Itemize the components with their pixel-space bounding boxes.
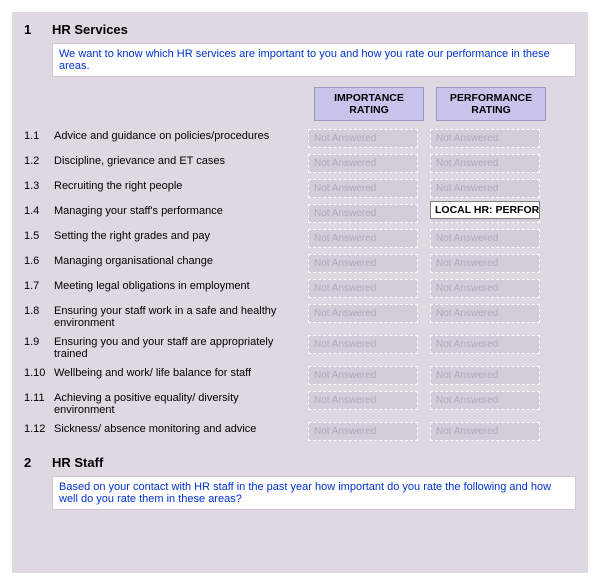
- performance-cell[interactable]: Not Answered: [430, 179, 540, 198]
- importance-header: IMPORTANCE RATING: [314, 87, 424, 121]
- performance-cell[interactable]: Not Answered: [430, 129, 540, 148]
- question-text: Meeting legal obligations in employment: [54, 279, 308, 292]
- importance-cell[interactable]: Not Answered: [308, 254, 418, 273]
- survey-page: 1 HR Services We want to know which HR s…: [12, 12, 588, 573]
- importance-value: Not Answered: [308, 279, 418, 298]
- importance-cell[interactable]: Not Answered: [308, 229, 418, 248]
- importance-value: Not Answered: [308, 154, 418, 173]
- performance-cell[interactable]: Not Answered: [430, 254, 540, 273]
- question-row: 1.11Achieving a positive equality/ diver…: [24, 391, 576, 416]
- performance-cell[interactable]: Not Answered: [430, 154, 540, 173]
- question-row: 1.12Sickness/ absence monitoring and adv…: [24, 422, 576, 441]
- performance-cell[interactable]: Not Answered: [430, 366, 540, 385]
- performance-value: Not Answered: [430, 391, 540, 410]
- section-2-header: 2 HR Staff: [24, 455, 576, 470]
- performance-cell[interactable]: Not Answered: [430, 304, 540, 323]
- question-text: Setting the right grades and pay: [54, 229, 308, 242]
- question-number: 1.9: [24, 335, 54, 348]
- performance-cell[interactable]: Not Answered: [430, 279, 540, 298]
- performance-value: Not Answered: [430, 254, 540, 273]
- section-2-title: HR Staff: [52, 455, 103, 470]
- performance-cell[interactable]: Not AnsweredLOCAL HR: PERFORMANCE: [430, 204, 540, 223]
- importance-cell[interactable]: Not Answered: [308, 279, 418, 298]
- question-number: 1.8: [24, 304, 54, 317]
- question-row: 1.9Ensuring you and your staff are appro…: [24, 335, 576, 360]
- section-1-header: 1 HR Services: [24, 22, 576, 37]
- question-text: Ensuring you and your staff are appropri…: [54, 335, 308, 360]
- question-text: Managing your staff's performance: [54, 204, 308, 217]
- performance-value: Not Answered: [430, 154, 540, 173]
- question-text: Recruiting the right people: [54, 179, 308, 192]
- section-2-number: 2: [24, 455, 52, 470]
- questions-list: 1.1Advice and guidance on policies/proce…: [24, 129, 576, 441]
- importance-cell[interactable]: Not Answered: [308, 304, 418, 323]
- question-row: 1.6Managing organisational changeNot Ans…: [24, 254, 576, 273]
- section-1-intro: We want to know which HR services are im…: [52, 43, 576, 77]
- rating-headers-row: IMPORTANCE RATING PERFORMANCE RATING: [52, 87, 576, 121]
- importance-cell[interactable]: Not Answered: [308, 335, 418, 354]
- question-text: Advice and guidance on policies/procedur…: [54, 129, 308, 142]
- performance-cell[interactable]: Not Answered: [430, 335, 540, 354]
- importance-cell[interactable]: Not Answered: [308, 422, 418, 441]
- performance-header: PERFORMANCE RATING: [436, 87, 546, 121]
- question-row: 1.7Meeting legal obligations in employme…: [24, 279, 576, 298]
- question-number: 1.7: [24, 279, 54, 292]
- importance-value: Not Answered: [308, 391, 418, 410]
- overlay-tooltip: LOCAL HR: PERFORMANCE: [430, 201, 540, 219]
- importance-value: Not Answered: [308, 129, 418, 148]
- importance-value: Not Answered: [308, 229, 418, 248]
- importance-value: Not Answered: [308, 204, 418, 223]
- performance-value: Not Answered: [430, 179, 540, 198]
- performance-value: Not Answered: [430, 129, 540, 148]
- question-number: 1.10: [24, 366, 54, 379]
- question-row: 1.1Advice and guidance on policies/proce…: [24, 129, 576, 148]
- importance-cell[interactable]: Not Answered: [308, 154, 418, 173]
- question-text: Sickness/ absence monitoring and advice: [54, 422, 308, 435]
- performance-value: Not Answered: [430, 422, 540, 441]
- question-row: 1.4Managing your staff's performanceNot …: [24, 204, 576, 223]
- importance-value: Not Answered: [308, 366, 418, 385]
- section-1-title: HR Services: [52, 22, 128, 37]
- question-row: 1.8Ensuring your staff work in a safe an…: [24, 304, 576, 329]
- question-text: Managing organisational change: [54, 254, 308, 267]
- question-row: 1.3Recruiting the right peopleNot Answer…: [24, 179, 576, 198]
- question-number: 1.6: [24, 254, 54, 267]
- importance-cell[interactable]: Not Answered: [308, 179, 418, 198]
- question-number: 1.5: [24, 229, 54, 242]
- question-number: 1.4: [24, 204, 54, 217]
- question-number: 1.1: [24, 129, 54, 142]
- importance-value: Not Answered: [308, 422, 418, 441]
- importance-cell[interactable]: Not Answered: [308, 129, 418, 148]
- question-number: 1.3: [24, 179, 54, 192]
- performance-value: Not Answered: [430, 366, 540, 385]
- question-number: 1.12: [24, 422, 54, 435]
- question-row: 1.5Setting the right grades and payNot A…: [24, 229, 576, 248]
- question-row: 1.10Wellbeing and work/ life balance for…: [24, 366, 576, 385]
- performance-value: Not Answered: [430, 229, 540, 248]
- importance-cell[interactable]: Not Answered: [308, 366, 418, 385]
- importance-value: Not Answered: [308, 335, 418, 354]
- importance-value: Not Answered: [308, 254, 418, 273]
- section-1-number: 1: [24, 22, 52, 37]
- question-text: Discipline, grievance and ET cases: [54, 154, 308, 167]
- performance-value: Not Answered: [430, 335, 540, 354]
- performance-cell[interactable]: Not Answered: [430, 229, 540, 248]
- performance-cell[interactable]: Not Answered: [430, 391, 540, 410]
- performance-value: Not Answered: [430, 279, 540, 298]
- question-number: 1.11: [24, 391, 54, 404]
- importance-cell[interactable]: Not Answered: [308, 391, 418, 410]
- question-row: 1.2Discipline, grievance and ET casesNot…: [24, 154, 576, 173]
- question-text: Achieving a positive equality/ diversity…: [54, 391, 308, 416]
- importance-value: Not Answered: [308, 179, 418, 198]
- performance-value: Not Answered: [430, 304, 540, 323]
- importance-value: Not Answered: [308, 304, 418, 323]
- importance-cell[interactable]: Not Answered: [308, 204, 418, 223]
- performance-cell[interactable]: Not Answered: [430, 422, 540, 441]
- question-text: Ensuring your staff work in a safe and h…: [54, 304, 308, 329]
- question-number: 1.2: [24, 154, 54, 167]
- question-text: Wellbeing and work/ life balance for sta…: [54, 366, 308, 379]
- section-2-intro: Based on your contact with HR staff in t…: [52, 476, 576, 510]
